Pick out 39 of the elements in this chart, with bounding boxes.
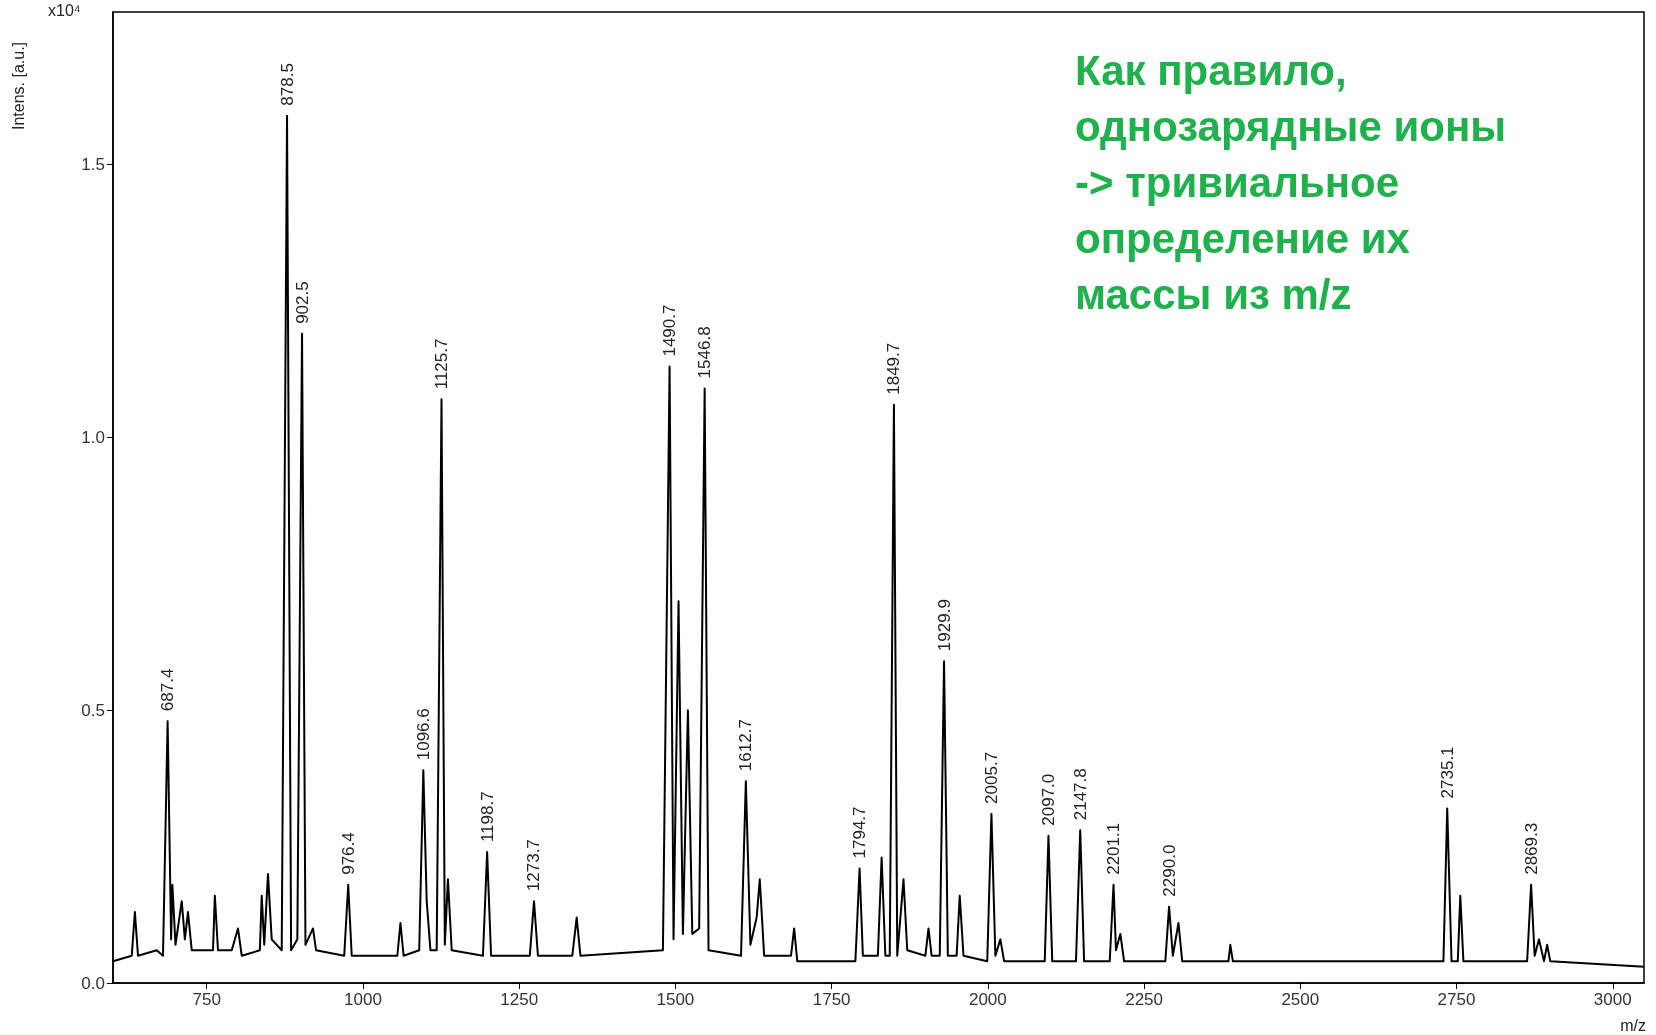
y-tick-label: 0.5	[81, 700, 105, 720]
y-tick-label: 1.5	[81, 155, 105, 175]
annotation: 2005.7	[981, 751, 1001, 804]
annotation: 2735.1	[1437, 746, 1457, 799]
annotation: 1096.6	[413, 708, 433, 761]
annotation: 2869.3	[1521, 822, 1541, 875]
y-tick-label: 0.0	[81, 973, 105, 993]
x-tick-label: 1750	[812, 990, 851, 1009]
annotation: 2290.0	[1159, 844, 1179, 897]
annotation: 1490.7	[660, 304, 680, 357]
x-tick-label: 750	[192, 990, 221, 1009]
y-axis-title: Intens. [a.u.]	[9, 41, 27, 130]
annotation: 1125.7	[432, 338, 452, 390]
x-tick-label: 2000	[968, 990, 1007, 1009]
annotation: 976.4	[338, 832, 358, 875]
x-axis-title: m/z	[1620, 1016, 1647, 1034]
annotation: 1794.7	[850, 806, 870, 859]
x-tick-label: 1250	[500, 990, 539, 1009]
x-tick-label: 1500	[656, 990, 695, 1009]
annotation: 2201.1	[1104, 822, 1124, 875]
annotation: 1198.7	[477, 791, 497, 843]
x-tick-label: 2250	[1125, 990, 1163, 1009]
annotation: 2097.0	[1038, 773, 1058, 826]
annotation: 878.5	[277, 63, 297, 106]
annotation: 687.4	[158, 668, 178, 712]
annotation: Как правило, однозарядные ионы -> тривиальное определение их массы из m/z	[1075, 46, 1507, 318]
annotation: 1612.7	[736, 719, 756, 772]
y-tick-label: 1.0	[81, 427, 105, 447]
text: x10⁴	[48, 1, 81, 19]
annotation: 1546.8	[695, 326, 715, 379]
x-tick-label: 1000	[344, 990, 382, 1009]
x-tick-label: 2750	[1437, 990, 1476, 1009]
annotation: 1929.9	[934, 599, 954, 652]
x-tick-label: 3000	[1593, 990, 1632, 1009]
annotation: 2147.8	[1070, 768, 1090, 821]
annotation: 1273.7	[524, 839, 544, 892]
annotation: 1849.7	[884, 342, 904, 395]
x-tick-label: 2500	[1281, 990, 1320, 1009]
annotation: 902.5	[292, 281, 312, 324]
